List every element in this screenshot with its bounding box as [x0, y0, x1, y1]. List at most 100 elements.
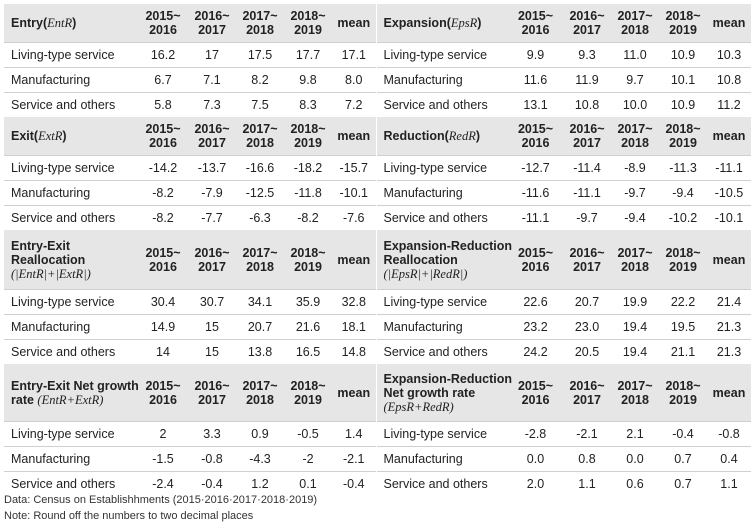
value-cell: -12.5 — [236, 180, 284, 206]
value-cell: 30.4 — [138, 289, 188, 315]
mean-cell: -0.4 — [332, 471, 376, 496]
header-row-reallocation: Entry-Exit Reallocation (|EntR|+|ExtR|) 20… — [4, 230, 751, 290]
value-cell: 22.2 — [659, 289, 707, 315]
period-header: 2015~ 2016 — [508, 230, 563, 290]
mean-cell: 8.0 — [332, 67, 376, 93]
value-cell: 17.7 — [284, 42, 332, 68]
header-row-exit-reduction: Exit(ExtR) 2015~ 2016 2016~ 2017 2017~ 2018… — [4, 117, 751, 156]
header-row-entry-expansion: Entry(EntR) 2015~ 2016 2016~ 2017 2017~ 201… — [4, 4, 751, 43]
period-header: 2017~ 2018 — [611, 230, 659, 290]
period-header: 2016~ 2017 — [188, 364, 236, 422]
mean-header: mean — [332, 4, 376, 43]
section-title-entry: Entry(EntR) — [4, 4, 138, 43]
period-header: 2018~ 2019 — [284, 364, 332, 422]
table-row: Service and others -8.2 -7.7 -6.3 -8.2 -… — [4, 205, 751, 230]
value-cell: 0.7 — [659, 471, 707, 496]
value-cell: -14.2 — [138, 155, 188, 181]
value-cell: 24.2 — [508, 339, 563, 364]
value-cell: -0.5 — [284, 421, 332, 447]
row-label: Service and others — [4, 471, 138, 496]
value-cell: -7.7 — [188, 205, 236, 230]
period-header: 2015~ 2016 — [138, 364, 188, 422]
value-cell: 8.3 — [284, 92, 332, 117]
period-header: 2018~ 2019 — [284, 4, 332, 43]
value-cell: 10.9 — [659, 92, 707, 117]
value-cell: -0.4 — [188, 471, 236, 496]
value-cell: 17 — [188, 42, 236, 68]
mean-cell: -7.6 — [332, 205, 376, 230]
period-header: 2015~ 2016 — [508, 117, 563, 156]
value-cell: -8.2 — [138, 205, 188, 230]
value-cell: 9.3 — [563, 42, 611, 68]
mean-cell: -10.1 — [707, 205, 751, 230]
value-cell: -2.4 — [138, 471, 188, 496]
value-cell: -9.4 — [611, 205, 659, 230]
mean-header: mean — [332, 117, 376, 156]
value-cell: 11.0 — [611, 42, 659, 68]
table-row: Service and others -2.4 -0.4 1.2 0.1 -0.… — [4, 471, 751, 496]
value-cell: 10.8 — [563, 92, 611, 117]
mean-header: mean — [332, 230, 376, 290]
mean-cell: 21.4 — [707, 289, 751, 315]
header-row-net-growth: Entry-Exit Net growth rate (EntR+ExtR) 20… — [4, 364, 751, 422]
row-label: Service and others — [375, 92, 508, 117]
period-header: 2018~ 2019 — [659, 4, 707, 43]
section-title-exit: Exit(ExtR) — [4, 117, 138, 156]
value-cell: 19.4 — [611, 339, 659, 364]
value-cell: 23.2 — [508, 314, 563, 340]
value-cell: -18.2 — [284, 155, 332, 181]
table-row: Service and others 14 15 13.8 16.5 14.8 … — [4, 339, 751, 364]
value-cell: -4.3 — [236, 446, 284, 472]
row-label: Manufacturing — [4, 314, 138, 340]
table-row: Service and others 5.8 7.3 7.5 8.3 7.2 S… — [4, 92, 751, 117]
value-cell: 15 — [188, 314, 236, 340]
row-label: Manufacturing — [375, 446, 508, 472]
mean-header: mean — [707, 364, 751, 422]
section-title-expansion-reduction-net-growth: Expansion-Reduction Net growth rate (EpsR+… — [375, 364, 512, 422]
value-cell: -9.7 — [611, 180, 659, 206]
period-header: 2016~ 2017 — [188, 4, 236, 43]
value-cell: -0.8 — [188, 446, 236, 472]
value-cell: 2.0 — [508, 471, 563, 496]
period-header: 2017~ 2018 — [236, 230, 284, 290]
value-cell: -11.8 — [284, 180, 332, 206]
value-cell: 20.7 — [236, 314, 284, 340]
period-header: 2016~ 2017 — [563, 4, 611, 43]
row-label: Living-type service — [4, 155, 138, 181]
mean-header: mean — [332, 364, 376, 422]
value-cell: -8.2 — [138, 180, 188, 206]
row-label: Living-type service — [4, 289, 138, 315]
value-cell: 17.5 — [236, 42, 284, 68]
value-cell: 0.7 — [659, 446, 707, 472]
value-cell: -8.2 — [284, 205, 332, 230]
mean-cell: -15.7 — [332, 155, 376, 181]
mean-cell: 10.8 — [707, 67, 751, 93]
value-cell: 9.9 — [508, 42, 563, 68]
value-cell: 10.0 — [611, 92, 659, 117]
row-label: Manufacturing — [4, 67, 138, 93]
row-label: Service and others — [375, 471, 508, 496]
row-label: Manufacturing — [375, 314, 508, 340]
table-row: Living-type service 16.2 17 17.5 17.7 17… — [4, 42, 751, 68]
table-row: Manufacturing 14.9 15 20.7 21.6 18.1 Man… — [4, 314, 751, 340]
value-cell: 21.1 — [659, 339, 707, 364]
mean-cell: 17.1 — [332, 42, 376, 68]
mean-cell: -0.8 — [707, 421, 751, 447]
section-title-expansion: Expansion(EpsR) — [375, 4, 508, 43]
row-label: Living-type service — [375, 421, 508, 447]
mean-cell: -10.1 — [332, 180, 376, 206]
section-title-reduction: Reduction(RedR) — [375, 117, 508, 156]
row-label: Living-type service — [375, 289, 508, 315]
period-header: 2018~ 2019 — [659, 117, 707, 156]
value-cell: 2 — [138, 421, 188, 447]
value-cell: 35.9 — [284, 289, 332, 315]
value-cell: -9.7 — [563, 205, 611, 230]
period-header: 2016~ 2017 — [563, 117, 611, 156]
value-cell: 7.5 — [236, 92, 284, 117]
section-title-entry-exit-reallocation: Entry-Exit Reallocation (|EntR|+|ExtR|) — [4, 230, 138, 290]
value-cell: -1.5 — [138, 446, 188, 472]
period-header: 2016~ 2017 — [563, 230, 611, 290]
mean-cell: 1.4 — [332, 421, 376, 447]
row-label: Manufacturing — [375, 67, 508, 93]
